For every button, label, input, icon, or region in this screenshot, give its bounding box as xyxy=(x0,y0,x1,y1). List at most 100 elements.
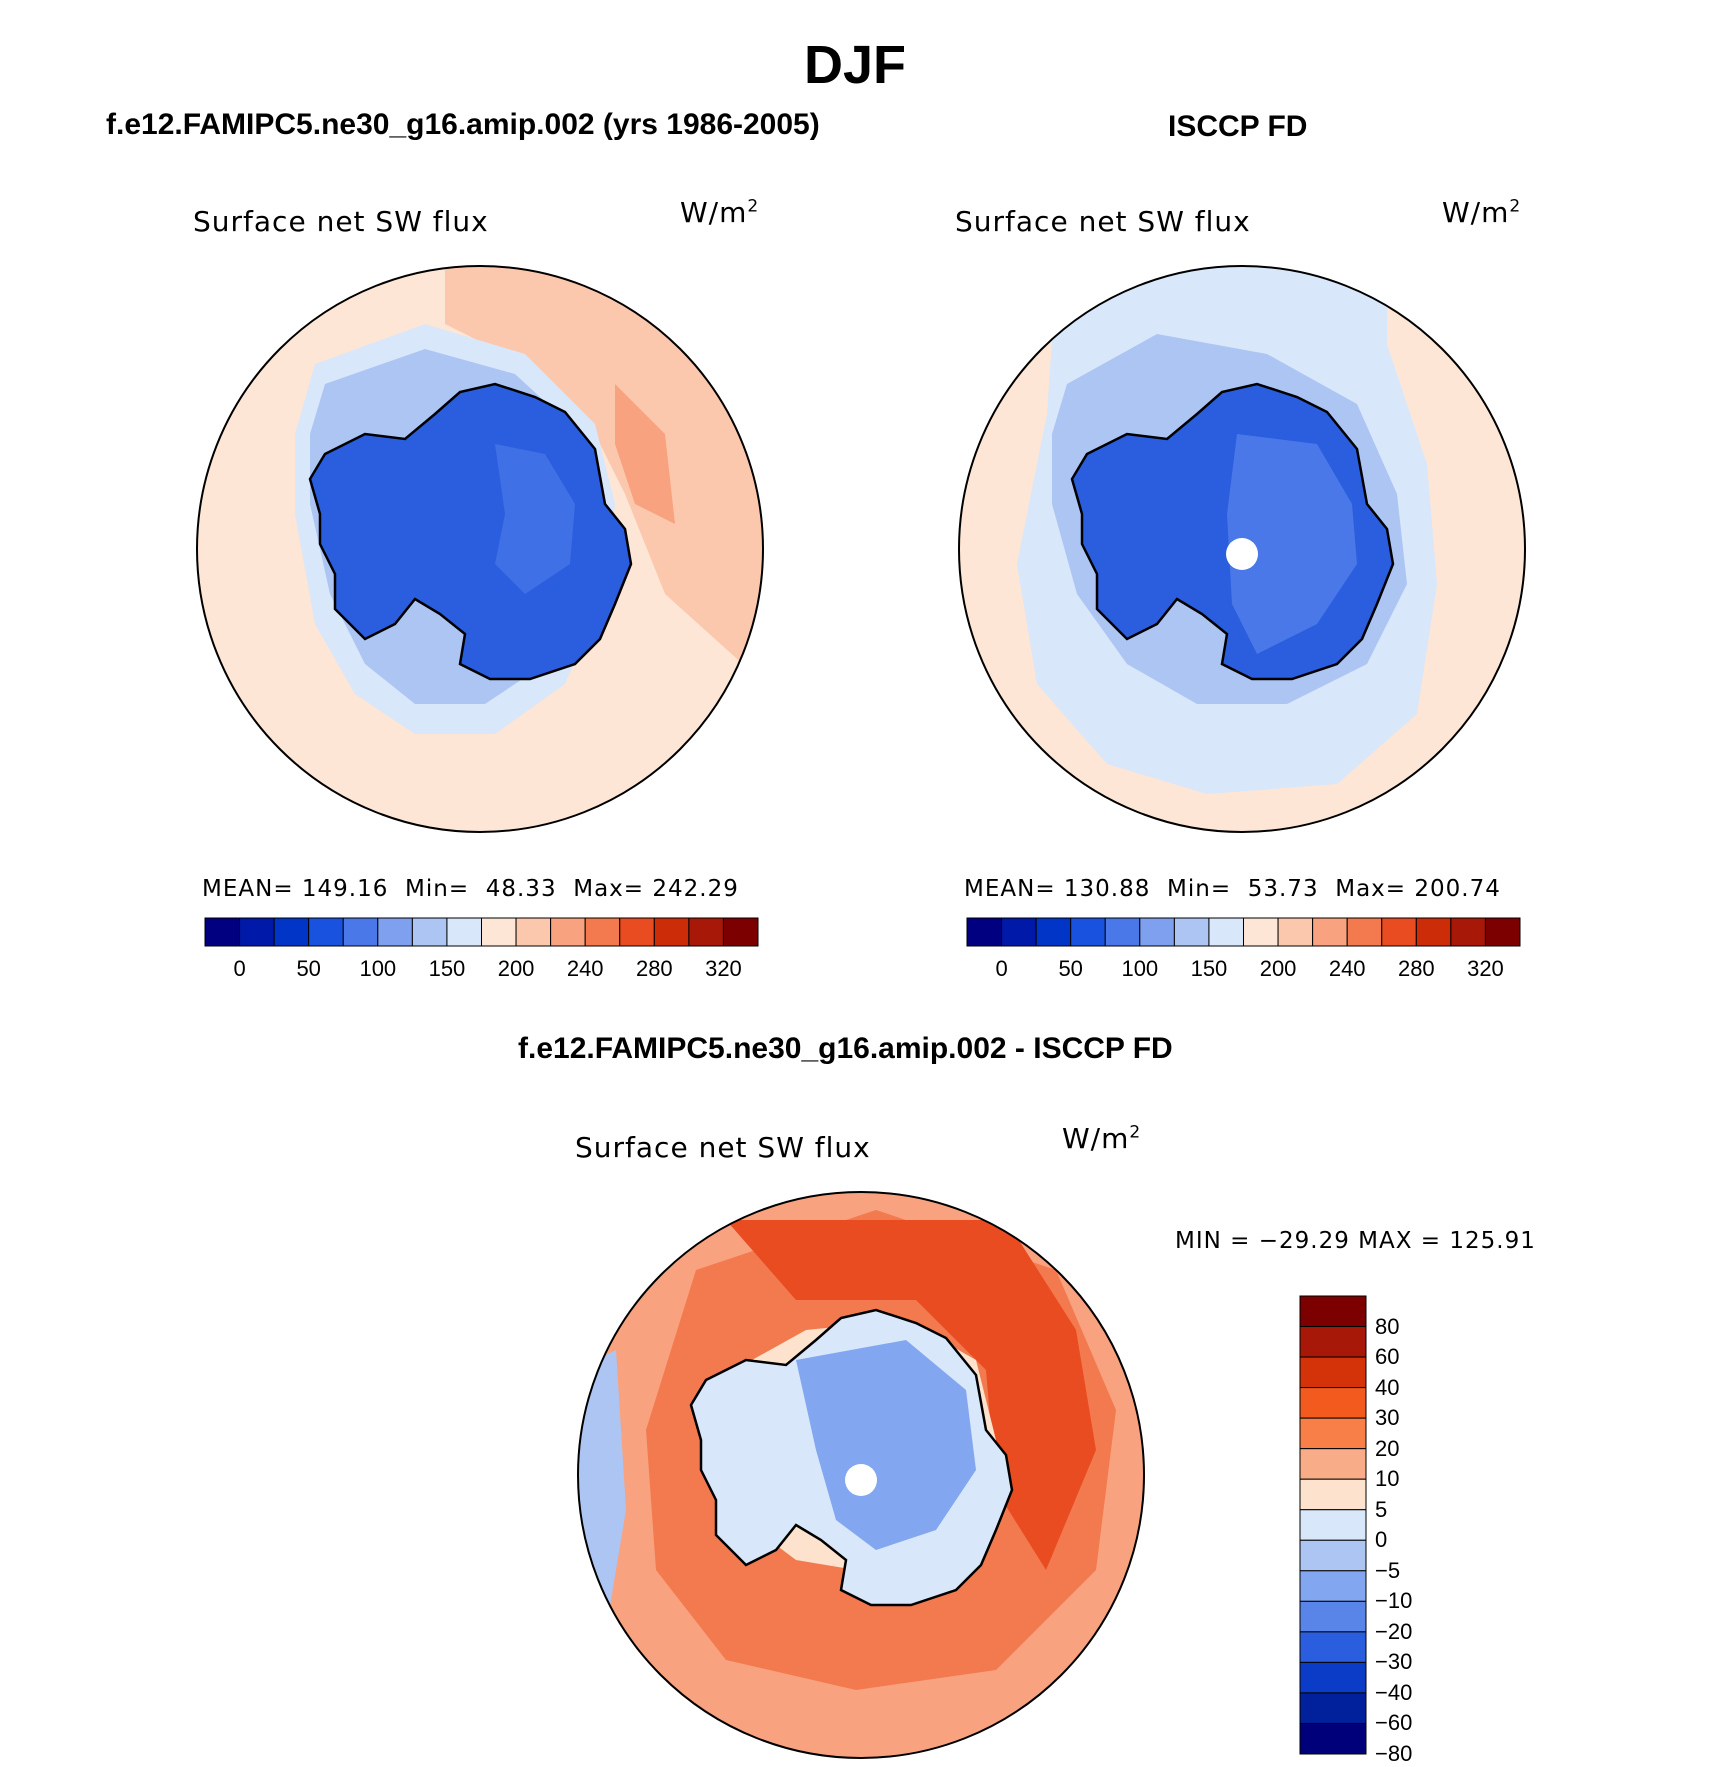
colorbar-obs-swatch xyxy=(1312,917,1348,947)
continent-interior xyxy=(495,444,575,594)
colorbar-model-swatch xyxy=(515,917,552,947)
variable-label-diff: Surface net SW flux xyxy=(575,1131,871,1164)
colorbar-diff-label: −60 xyxy=(1375,1710,1413,1736)
units-label-model: W/m2 xyxy=(680,196,760,229)
units-label-diff: W/m2 xyxy=(1062,1122,1142,1155)
colorbar-obs-swatch xyxy=(1173,917,1210,947)
colorbar-ticks-model: 0 50 100 150 200 240 280 320 xyxy=(205,956,758,986)
colorbar-model-swatch xyxy=(411,917,448,947)
colorbar-model-swatch xyxy=(722,917,759,947)
colorbar-ticks-obs: 0 50 100 150 200 240 280 320 xyxy=(967,956,1520,986)
colorbar-diff-label: 0 xyxy=(1375,1527,1388,1553)
colorbar-diff-label: 60 xyxy=(1375,1344,1400,1370)
colorbar-obs-tick-label: 240 xyxy=(1328,956,1366,981)
colorbar-model-tick-label: 320 xyxy=(705,956,742,981)
colorbar-diff-swatch xyxy=(1299,1295,1367,1328)
colorbar-diff-label: −20 xyxy=(1375,1618,1413,1644)
colorbar-model-swatch xyxy=(308,917,344,947)
colorbar-obs-swatch xyxy=(1035,917,1072,947)
colorbar-model xyxy=(204,917,759,947)
colorbar-diff-label: −80 xyxy=(1375,1741,1413,1766)
colorbar-diff-label: −30 xyxy=(1375,1649,1413,1675)
colorbar-obs-tick-label: 0 xyxy=(995,956,1008,981)
colorbar-diff-swatch xyxy=(1299,1692,1367,1724)
colorbar-obs-swatch xyxy=(1001,917,1037,947)
colorbar-model-tick-label: 150 xyxy=(428,956,466,981)
colorbar-obs-swatch xyxy=(1381,917,1417,947)
panel-title-diff: f.e12.FAMIPC5.ne30_g16.amip.002 - ISCCP … xyxy=(518,1032,1173,1065)
colorbar-diff-swatch xyxy=(1299,1722,1367,1755)
colorbar-diff-swatch xyxy=(1299,1539,1367,1572)
stats-obs: MEAN= 130.88 Min= 53.73 Max= 200.74 xyxy=(964,876,1501,902)
minmax-diff: MIN = −29.29 MAX = 125.91 xyxy=(1175,1228,1536,1254)
colorbar-diff-label: 30 xyxy=(1375,1405,1400,1431)
colorbar-model-tick-label: 280 xyxy=(635,956,673,981)
colorbar-model-swatch xyxy=(653,917,690,947)
figure-title: DJF xyxy=(803,35,906,95)
colorbar-diff-swatch xyxy=(1299,1448,1367,1480)
colorbar-obs-tick-label: 50 xyxy=(1058,956,1083,981)
colorbar-model-tick-label: 100 xyxy=(359,956,397,981)
colorbar-diff-swatch xyxy=(1299,1661,1367,1694)
colorbar-model-swatch xyxy=(342,917,379,947)
colorbar-obs-swatch xyxy=(1104,917,1141,947)
colorbar-obs-swatch xyxy=(1139,917,1175,947)
colorbar-diff-swatch xyxy=(1299,1387,1367,1419)
colorbar-model-swatch xyxy=(273,917,310,947)
colorbar-diff-swatch xyxy=(1299,1417,1367,1450)
colorbar-obs-tick-label: 280 xyxy=(1397,956,1435,981)
stats-model: MEAN= 149.16 Min= 48.33 Max= 242.29 xyxy=(202,876,739,902)
polar-map-diff xyxy=(577,1191,1145,1759)
colorbar-diff-swatch xyxy=(1299,1570,1367,1602)
colorbar-obs-tick-label: 100 xyxy=(1121,956,1159,981)
colorbar-diff-swatch xyxy=(1299,1478,1367,1511)
colorbar-diff xyxy=(1299,1295,1367,1755)
colorbar-model-swatch xyxy=(446,917,482,947)
colorbar-diff-swatch xyxy=(1299,1631,1367,1663)
pole-hole xyxy=(1226,538,1258,570)
pole-hole xyxy=(845,1464,877,1496)
colorbar-obs-swatch xyxy=(1346,917,1383,947)
panel-title-obs: ISCCP FD xyxy=(1168,110,1308,143)
colorbar-obs-swatch xyxy=(1450,917,1486,947)
colorbar-diff-swatch xyxy=(1299,1509,1367,1541)
colorbar-model-tick-label: 200 xyxy=(497,956,535,981)
continent-interior xyxy=(1227,434,1357,654)
colorbar-model-swatch xyxy=(688,917,724,947)
colorbar-model-swatch xyxy=(239,917,275,947)
colorbar-obs-tick-label: 200 xyxy=(1259,956,1297,981)
colorbar-diff-label: 5 xyxy=(1375,1496,1388,1522)
colorbar-obs-swatch xyxy=(1415,917,1452,947)
diff-interior-blue xyxy=(796,1340,976,1550)
colorbar-obs xyxy=(966,917,1521,947)
colorbar-diff-label: −10 xyxy=(1375,1588,1413,1614)
colorbar-obs-swatch xyxy=(1070,917,1106,947)
colorbar-model-swatch xyxy=(204,917,241,947)
colorbar-diff-label: 40 xyxy=(1375,1374,1400,1400)
colorbar-model-swatch xyxy=(550,917,586,947)
ocean-band xyxy=(445,266,763,684)
colorbar-diff-label: 10 xyxy=(1375,1466,1400,1492)
colorbar-diff-label: −40 xyxy=(1375,1679,1413,1705)
variable-label-model: Surface net SW flux xyxy=(193,205,489,238)
colorbar-labels-diff: 80 60 40 30 20 10 5 0 −5 −10 −20 −30 −40 −60 −80 xyxy=(1375,1296,1435,1766)
colorbar-obs-swatch xyxy=(1277,917,1314,947)
colorbar-obs-tick-label: 320 xyxy=(1467,956,1504,981)
polar-map-obs xyxy=(958,265,1526,833)
antarctic-continent xyxy=(308,382,633,681)
polar-map-model xyxy=(196,265,764,833)
colorbar-diff-swatch xyxy=(1299,1600,1367,1633)
colorbar-model-tick-label: 50 xyxy=(296,956,321,981)
colorbar-diff-label: 20 xyxy=(1375,1435,1400,1461)
colorbar-model-tick-label: 240 xyxy=(566,956,604,981)
colorbar-obs-tick-label: 150 xyxy=(1190,956,1228,981)
colorbar-obs-swatch xyxy=(966,917,1003,947)
colorbar-model-swatch xyxy=(619,917,655,947)
colorbar-obs-swatch xyxy=(1208,917,1244,947)
colorbar-model-swatch xyxy=(377,917,413,947)
colorbar-model-swatch xyxy=(481,917,517,947)
colorbar-diff-swatch xyxy=(1299,1326,1367,1358)
units-label-obs: W/m2 xyxy=(1442,196,1522,229)
ocean-band-strong xyxy=(615,384,675,524)
panel-title-model: f.e12.FAMIPC5.ne30_g16.amip.002 (yrs 198… xyxy=(106,108,820,141)
